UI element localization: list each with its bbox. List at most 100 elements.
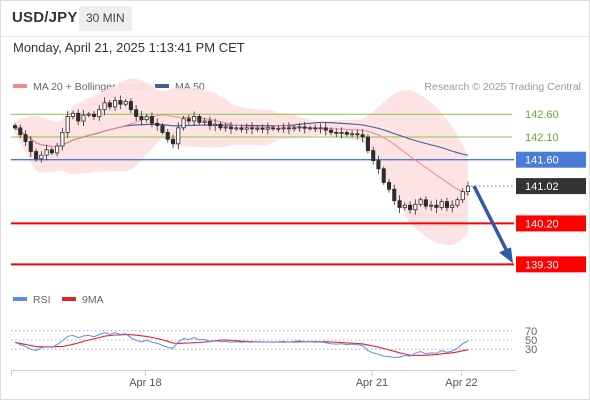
candle-body-67 <box>365 136 370 151</box>
candle-body-76 <box>413 203 418 211</box>
x-tick-label-0: Apr 18 <box>129 377 161 389</box>
candle-body-85 <box>460 191 465 201</box>
candle-body-78 <box>423 199 428 207</box>
pivot-label-box <box>516 151 586 168</box>
rsi-ma-line <box>14 333 469 357</box>
candle-body-65 <box>355 133 360 136</box>
candle-28 <box>160 123 165 135</box>
candle-body-82 <box>444 201 449 208</box>
candle-61 <box>334 128 339 138</box>
candle-body-44 <box>244 127 249 130</box>
candle-48 <box>265 122 270 135</box>
candle-66 <box>360 129 365 143</box>
rsi-level-label-50: 50 <box>525 335 537 347</box>
candle-body-62 <box>339 131 344 134</box>
candle-7 <box>49 147 54 156</box>
rsi-legend-swatch <box>13 297 27 301</box>
candle-57 <box>313 124 318 133</box>
resistance-label-0: 142.60 <box>525 109 559 121</box>
candle-body-7 <box>49 149 54 154</box>
candle-64 <box>350 130 355 138</box>
candle-63 <box>344 130 349 137</box>
candle-body-10 <box>65 116 70 133</box>
candle-body-41 <box>228 126 233 130</box>
candle-3 <box>28 135 33 158</box>
candle-body-33 <box>186 118 191 122</box>
bollinger-band-fill <box>15 78 468 246</box>
support-label-5: 139.30 <box>525 259 559 271</box>
x-tick-label-2: Apr 22 <box>445 377 477 389</box>
candle-31 <box>176 122 181 150</box>
candle-49 <box>271 125 276 132</box>
candle-56 <box>307 125 313 131</box>
symbol-title: USD/JPY <box>12 9 78 26</box>
candle-body-8 <box>55 145 60 154</box>
candle-75 <box>408 201 413 214</box>
candle-body-28 <box>160 125 165 133</box>
candle-body-29 <box>165 131 170 140</box>
candle-26 <box>149 112 154 128</box>
candle-10 <box>65 110 70 138</box>
candle-body-86 <box>465 185 471 192</box>
candle-20 <box>118 95 123 110</box>
candle-86 <box>465 181 471 197</box>
candle-body-64 <box>350 133 355 136</box>
candle-11 <box>70 110 75 120</box>
candle-body-30 <box>170 138 176 145</box>
candle-39 <box>218 121 223 131</box>
chart-header: USD/JPY 30 MIN <box>0 0 590 37</box>
candle-body-73 <box>397 200 402 208</box>
candle-38 <box>213 118 218 132</box>
candle-85 <box>460 188 465 204</box>
ma50-legend-swatch <box>155 84 169 88</box>
candle-body-45 <box>250 127 255 130</box>
candle-body-38 <box>213 123 218 126</box>
candle-body-66 <box>360 134 365 138</box>
candles-layer <box>12 95 471 215</box>
candle-body-53 <box>292 127 297 130</box>
candle-44 <box>244 123 249 134</box>
candle-40 <box>223 123 228 132</box>
candle-body-14 <box>86 113 91 116</box>
candle-1 <box>18 124 23 139</box>
forecast-arrow <box>472 185 513 264</box>
candle-body-80 <box>434 204 439 208</box>
candle-body-83 <box>450 204 455 208</box>
candle-65 <box>355 129 360 140</box>
candle-53 <box>292 125 297 132</box>
candle-body-20 <box>118 100 123 105</box>
candle-59 <box>323 122 328 136</box>
candle-37 <box>207 116 212 131</box>
candle-79 <box>429 200 434 211</box>
candle-46 <box>255 125 260 132</box>
interval-button[interactable]: 30 MIN <box>79 6 132 31</box>
candle-74 <box>402 202 407 211</box>
candle-15 <box>91 110 97 120</box>
candle-body-37 <box>207 120 212 126</box>
candle-body-4 <box>34 151 39 160</box>
candle-25 <box>144 113 149 123</box>
rsi-line <box>14 332 469 359</box>
bollinger-band <box>15 78 468 246</box>
chart-datetime: Monday, April 21, 2025 1:13:41 PM CET <box>13 40 245 55</box>
candle-17 <box>102 97 107 116</box>
candle-body-11 <box>70 112 75 117</box>
candle-body-56 <box>307 127 313 130</box>
candle-8 <box>55 142 60 157</box>
candle-body-48 <box>265 127 270 130</box>
candle-body-74 <box>402 204 407 208</box>
x-tick-label-1: Apr 21 <box>356 377 388 389</box>
candle-body-6 <box>44 149 49 156</box>
candle-body-70 <box>381 168 386 183</box>
last-price-box <box>516 178 586 195</box>
candle-83 <box>450 200 455 213</box>
candle-body-69 <box>376 160 381 170</box>
candle-18 <box>107 100 112 110</box>
forecast-arrow-head <box>499 247 513 264</box>
candle-33 <box>186 114 191 125</box>
candle-82 <box>444 197 449 212</box>
candle-72 <box>392 184 397 206</box>
support-label-box-4 <box>516 215 586 232</box>
candle-body-5 <box>39 154 44 160</box>
